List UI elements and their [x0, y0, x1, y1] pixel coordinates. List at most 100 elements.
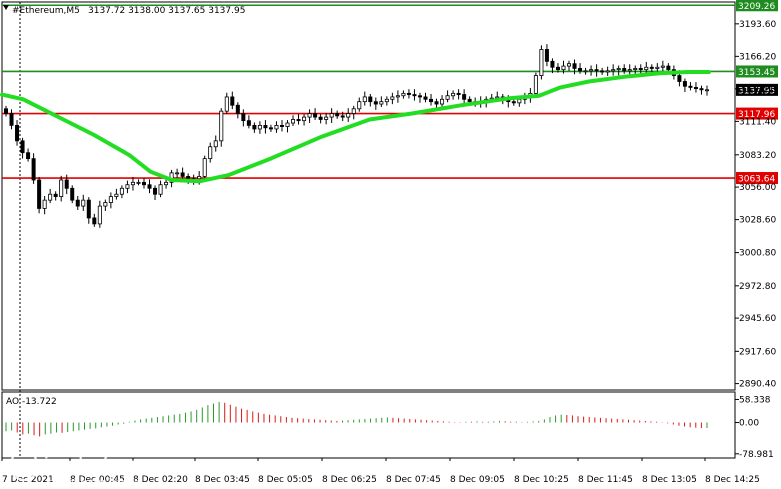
candle-body — [583, 70, 588, 73]
time-tick-label: 8 Dec 03:45 — [195, 475, 250, 485]
candle-body — [335, 113, 340, 117]
candle-body — [37, 179, 42, 209]
ao-axis: 58.338 0.00 -78.981 — [735, 395, 774, 460]
candle-body — [373, 101, 378, 105]
candle-body — [600, 70, 605, 73]
candle-body — [147, 184, 152, 189]
candle-body — [274, 125, 279, 130]
candle-body — [368, 96, 373, 103]
candle-body — [97, 205, 102, 225]
candle-body — [180, 172, 185, 177]
instaforex-logo-core-icon — [18, 460, 30, 472]
candle-body — [81, 199, 86, 207]
candle-body — [693, 87, 698, 90]
candle-body — [688, 85, 693, 88]
candle-body — [291, 119, 296, 124]
level-tag-label: 3063.64 — [738, 175, 775, 185]
ao-tick-label: 58.338 — [739, 395, 771, 405]
candle-body — [594, 69, 599, 72]
candle-body — [241, 113, 246, 122]
price-tick-label: 3111.40 — [739, 117, 776, 127]
candle-body — [379, 101, 384, 105]
candle-body — [213, 140, 218, 148]
candle-body — [70, 187, 75, 201]
candle-body — [417, 95, 422, 98]
instaforex-logo-icon — [9, 451, 39, 481]
time-tick-label: 8 Dec 13:05 — [642, 475, 697, 485]
candle-body — [555, 66, 560, 71]
candle-body — [561, 65, 566, 71]
candle-body — [605, 70, 610, 73]
candle-body — [208, 146, 213, 160]
candle-body — [633, 68, 638, 71]
candle-body — [318, 116, 323, 120]
candle-body — [638, 68, 643, 71]
watermark: instaforex Instant Forex Trading — [9, 451, 163, 488]
candle-body — [705, 89, 710, 92]
candle-body — [20, 140, 25, 154]
header: #Ethereum,M5 3137.72 3138.00 3137.65 313… — [3, 5, 245, 16]
level-tag — [736, 107, 778, 120]
candle-body — [279, 125, 284, 127]
candle-body — [230, 96, 235, 106]
candle-body — [48, 193, 53, 201]
price-tick-label: 3138.80 — [739, 85, 776, 95]
candle-body — [467, 98, 472, 103]
price-tick-label: 2945.60 — [739, 314, 776, 324]
candle-body — [15, 125, 20, 142]
candle-body — [445, 95, 450, 100]
watermark-tagline: Instant Forex Trading — [46, 478, 141, 488]
candle-body — [346, 113, 351, 118]
candle-body — [125, 184, 130, 189]
price-tick-label: 3000.80 — [739, 249, 776, 259]
watermark-brand: instaforex — [43, 452, 163, 480]
price-tick-label: 3083.20 — [739, 151, 776, 161]
candle-body — [136, 181, 141, 184]
ao-tick-label: 0.00 — [739, 419, 759, 429]
candle-body — [329, 113, 334, 118]
ohlc-label: 3137.72 3138.00 3137.65 3137.95 — [88, 6, 245, 16]
candle-body — [103, 202, 108, 207]
candle-body — [175, 172, 180, 175]
candle-body — [252, 125, 257, 130]
dropdown-triangle-icon[interactable] — [3, 5, 9, 10]
candle-body — [533, 75, 538, 94]
price-tick-label: 3028.60 — [739, 216, 776, 226]
candle-body — [114, 193, 119, 197]
candle-body — [130, 181, 135, 186]
chart-frames — [1, 1, 736, 459]
candle-body — [92, 217, 97, 225]
candle-body — [164, 181, 169, 186]
price-tick-label: 3166.20 — [739, 52, 776, 62]
time-tick-label: 8 Dec 11:45 — [578, 475, 633, 485]
candle-body — [302, 116, 307, 122]
candle-body — [406, 92, 411, 95]
candle-body — [313, 113, 318, 118]
candle-body — [550, 60, 555, 68]
candle-body — [649, 66, 654, 69]
time-tick-label: 8 Dec 06:25 — [322, 475, 377, 485]
candle-body — [357, 101, 362, 110]
candle-body — [429, 98, 434, 103]
level-tag — [736, 65, 778, 78]
candle-body — [611, 69, 616, 72]
time-tick-label: 8 Dec 05:05 — [258, 475, 313, 485]
candle-body — [644, 66, 649, 71]
candle-body — [567, 63, 572, 67]
time-tick-label: 8 Dec 07:45 — [386, 475, 441, 485]
candle-body — [64, 179, 69, 189]
level-tag — [736, 172, 778, 185]
candle-body — [666, 65, 671, 71]
ao-title: AO -13.722 — [6, 397, 57, 407]
candle-body — [340, 115, 345, 118]
price-tick-label: 2917.60 — [739, 347, 776, 357]
candle-body — [384, 98, 389, 103]
level-tag — [736, 83, 778, 96]
candle-body — [197, 176, 202, 180]
candle-body — [59, 179, 64, 197]
candle-body — [456, 92, 461, 95]
main-panel-frame — [1, 1, 736, 391]
candle-body — [246, 120, 251, 126]
time-tick-label: 8 Dec 10:25 — [514, 475, 569, 485]
